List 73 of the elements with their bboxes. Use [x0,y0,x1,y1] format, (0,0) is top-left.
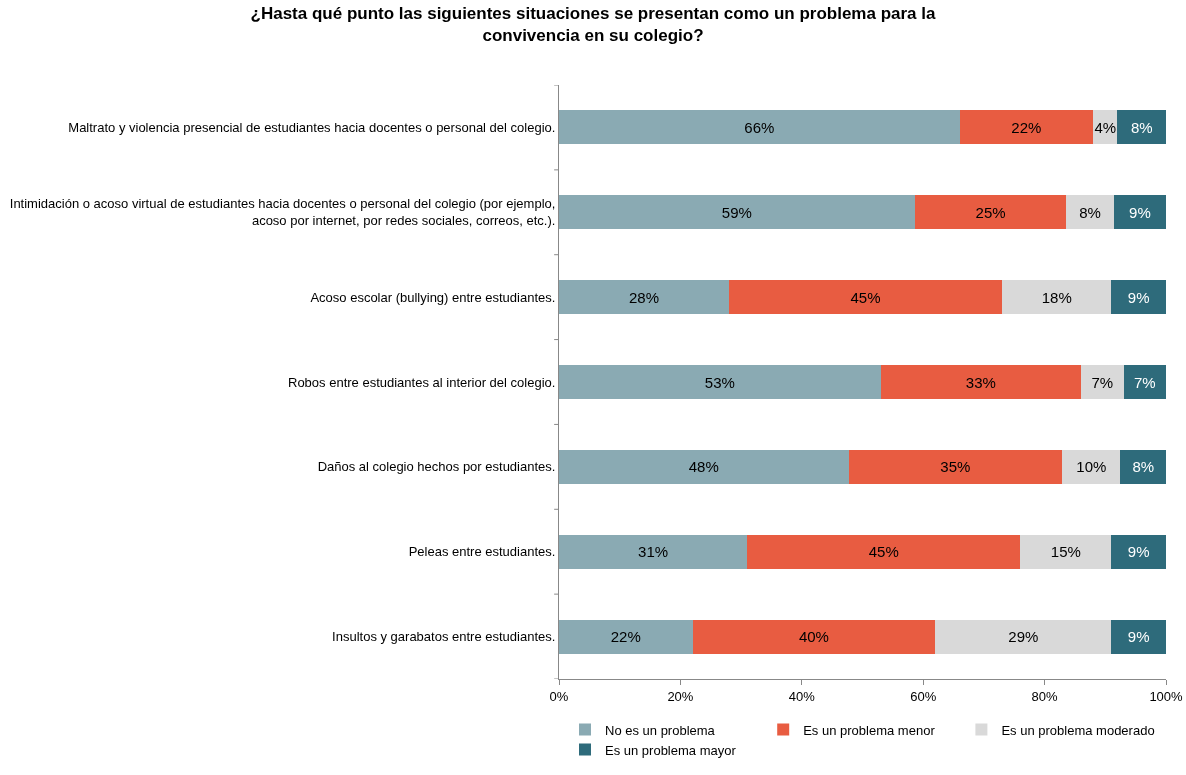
data-label: 59% [721,203,752,221]
y-tick-label: Robos entre estudiantes al interior del colegio. [288,374,556,390]
bar [959,110,1094,145]
data-label: 28% [628,288,659,306]
data-label: 35% [940,458,971,476]
bar [1066,195,1114,230]
bar [559,534,748,569]
bar [935,619,1112,654]
data-label: 31% [638,543,669,561]
y-tick-label: Maltrato y violencia presencial de estudiantes hacia docentes o personal del colegio. [68,119,556,135]
data-label: 9% [1127,543,1150,561]
bar [1111,619,1166,654]
x-tick-label: 0% [549,688,569,704]
data-label: 53% [704,373,735,391]
bar [1117,110,1166,145]
bar [1062,449,1121,484]
bar [1113,195,1166,230]
data-label: 9% [1127,628,1150,646]
y-tick-label: Insultos y garabatos entre estudiantes. [332,629,556,645]
legend-label: Es un problema menor [803,722,936,738]
legend-label: Es un problema mayor [605,742,737,758]
data-label: 66% [744,118,775,136]
x-tick-label: 80% [1031,688,1059,704]
bar [559,365,881,399]
data-label: 7% [1091,373,1114,391]
bar [1002,280,1112,315]
data-label: 10% [1076,458,1107,476]
data-label: 7% [1133,373,1156,391]
data-label: 8% [1079,203,1101,221]
bar [848,449,1063,484]
bar [559,280,729,315]
data-label: 33% [965,373,996,391]
x-tick-label: 40% [788,688,816,704]
bar [559,110,960,145]
bar [559,449,849,484]
data-label: 29% [1008,628,1039,646]
data-label: 8% [1130,118,1153,136]
bar [1120,449,1166,484]
y-tick-label: Acoso escolar (bullying) entre estudiantes. [310,289,556,305]
bar [559,619,693,654]
x-tick-label: 60% [910,688,937,704]
data-label: 15% [1050,543,1081,561]
data-label: 18% [1041,288,1072,306]
bar [692,619,936,654]
data-label: 45% [850,288,881,306]
bar [1123,365,1166,399]
bar [1111,534,1166,569]
data-label: 9% [1129,203,1151,221]
x-tick-label: 100% [1149,688,1184,704]
bar [728,280,1003,315]
data-label: 9% [1127,288,1150,306]
data-label: 40% [798,628,829,646]
bar [747,534,1021,569]
y-tick-label: Daños al colegio hechos por estudiantes. [317,459,556,475]
data-label: 45% [868,543,899,561]
bar [1020,534,1112,569]
data-label: 48% [688,458,719,476]
bar [914,195,1067,230]
data-label: 4% [1094,118,1117,136]
data-label: 25% [975,203,1006,221]
y-tick-label: Intimidación o acoso virtual de estudiantes hacia docentes o personal del colegio (por ejemplo, acoso por internet, por redes sociales, correos, etc.). [9,196,556,229]
chart-title: ¿Hasta qué punto las siguientes situaciones se presentan como un problema para la convivencia en su colegio? [250,4,936,46]
legend-label: No es un problema [605,722,716,738]
legend-label: Es un problema moderado [1001,722,1155,738]
bar [559,195,915,230]
y-tick-label: Peleas entre estudiantes. [408,544,556,560]
data-label: 8% [1132,458,1155,476]
bar [1111,280,1166,315]
data-label: 22% [1011,118,1042,136]
bar [880,365,1082,399]
data-label: 22% [610,628,641,646]
x-tick-label: 20% [667,688,694,704]
bar [1081,365,1124,399]
